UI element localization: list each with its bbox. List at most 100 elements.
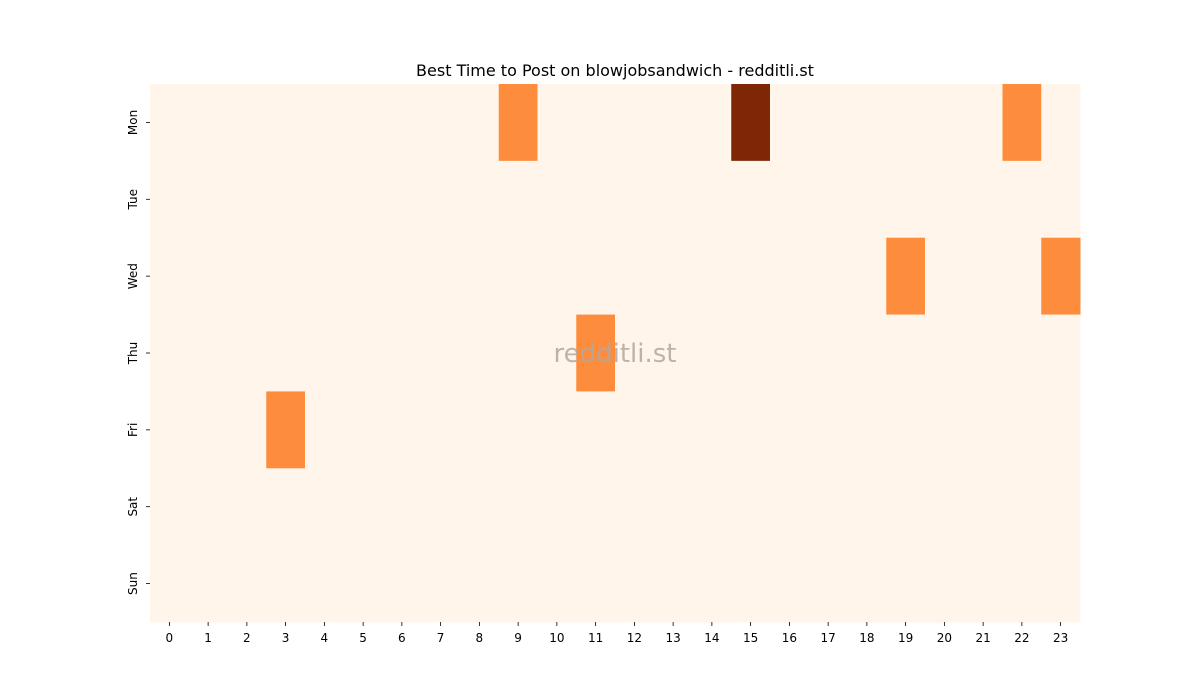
heatmap-cell-mon-11 <box>576 84 616 162</box>
x-tick-label: 9 <box>514 631 522 645</box>
heatmap-cell-thu-11 <box>576 314 616 392</box>
heatmap-cell-thu-20 <box>925 314 965 392</box>
heatmap-cell-thu-4 <box>305 314 345 392</box>
heatmap-cell-sat-16 <box>770 468 810 546</box>
y-tick-label: Mon <box>126 110 140 135</box>
heatmap-cell-sun-2 <box>227 545 267 623</box>
heatmap-cell-mon-23 <box>1041 84 1081 162</box>
heatmap-cell-mon-8 <box>460 84 500 162</box>
heatmap-cell-wed-2 <box>227 237 267 316</box>
heatmap-cell-tue-23 <box>1041 160 1081 239</box>
x-tick-label: 22 <box>1014 631 1029 645</box>
y-tick-label: Thu <box>126 342 140 366</box>
heatmap-cell-tue-19 <box>886 160 926 239</box>
heatmap-cell-sat-4 <box>305 468 345 546</box>
heatmap-cell-fri-4 <box>305 391 345 469</box>
heatmap-cell-fri-12 <box>615 391 655 469</box>
heatmap-cell-fri-11 <box>576 391 616 469</box>
heatmap-cell-sun-1 <box>188 545 228 623</box>
heatmap-cell-tue-6 <box>382 160 422 239</box>
heatmap-cell-wed-23 <box>1041 237 1081 316</box>
heatmap-cell-mon-6 <box>382 84 422 162</box>
heatmap-cell-mon-4 <box>305 84 345 162</box>
y-axis: Mon Tue Wed Thu Fri Sat Sun <box>126 110 150 595</box>
heatmap-cell-sat-14 <box>692 468 732 546</box>
heatmap-cell-wed-11 <box>576 237 616 316</box>
heatmap-cell-sun-3 <box>266 545 306 623</box>
heatmap-cell-tue-22 <box>1002 160 1042 239</box>
heatmap-cell-sat-5 <box>343 468 383 546</box>
heatmap-cell-thu-17 <box>808 314 848 392</box>
heatmap-cell-tue-14 <box>692 160 732 239</box>
heatmap-cell-thu-7 <box>421 314 461 392</box>
x-tick-label: 6 <box>398 631 406 645</box>
heatmap-cell-sat-8 <box>460 468 500 546</box>
heatmap-cell-fri-19 <box>886 391 926 469</box>
heatmap-cell-fri-5 <box>343 391 383 469</box>
heatmap-cell-sun-18 <box>847 545 887 623</box>
heatmap-cell-sun-22 <box>1002 545 1042 623</box>
heatmap-cell-wed-9 <box>498 237 538 316</box>
heatmap-cell-mon-3 <box>266 84 306 162</box>
x-tick-label: 4 <box>321 631 329 645</box>
x-tick-label: 13 <box>665 631 680 645</box>
x-tick-label: 23 <box>1053 631 1068 645</box>
heatmap-cell-fri-3 <box>266 391 306 469</box>
x-tick-label: 5 <box>359 631 367 645</box>
heatmap-cell-thu-12 <box>615 314 655 392</box>
heatmap-cell-wed-6 <box>382 237 422 316</box>
heatmap-cell-tue-2 <box>227 160 267 239</box>
heatmap-cell-thu-9 <box>498 314 538 392</box>
heatmap-cell-mon-19 <box>886 84 926 162</box>
heatmap-cell-sun-8 <box>460 545 500 623</box>
heatmap-cell-thu-14 <box>692 314 732 392</box>
heatmap-cell-sun-4 <box>305 545 345 623</box>
x-tick-label: 8 <box>476 631 484 645</box>
heatmap-cell-sat-21 <box>963 468 1003 546</box>
heatmap-cell-mon-20 <box>925 84 965 162</box>
heatmap-cell-sat-15 <box>731 468 771 546</box>
heatmap-cell-wed-15 <box>731 237 771 316</box>
heatmap-cell-tue-13 <box>653 160 693 239</box>
heatmap-cell-thu-22 <box>1002 314 1042 392</box>
heatmap-cell-sun-0 <box>150 545 190 623</box>
heatmap-cell-mon-18 <box>847 84 887 162</box>
heatmap-cell-thu-16 <box>770 314 810 392</box>
heatmap-cell-sun-20 <box>925 545 965 623</box>
heatmap-cell-wed-13 <box>653 237 693 316</box>
heatmap-cell-fri-22 <box>1002 391 1042 469</box>
heatmap-cell-sat-18 <box>847 468 887 546</box>
heatmap-cell-tue-5 <box>343 160 383 239</box>
heatmap-cell-thu-2 <box>227 314 267 392</box>
heatmap-cell-wed-3 <box>266 237 306 316</box>
heatmap-cell-wed-7 <box>421 237 461 316</box>
heatmap-cell-sun-7 <box>421 545 461 623</box>
y-tick-label: Sat <box>126 497 140 517</box>
y-tick-label: Wed <box>126 263 140 289</box>
heatmap-cell-tue-20 <box>925 160 965 239</box>
heatmap-cell-wed-14 <box>692 237 732 316</box>
heatmap-cell-wed-4 <box>305 237 345 316</box>
heatmap-cell-wed-8 <box>460 237 500 316</box>
heatmap-cell-sat-22 <box>1002 468 1042 546</box>
heatmap-cell-wed-16 <box>770 237 810 316</box>
heatmap-cell-tue-10 <box>537 160 577 239</box>
x-tick-label: 1 <box>204 631 212 645</box>
heatmap-cell-tue-9 <box>498 160 538 239</box>
heatmap-cell-sun-10 <box>537 545 577 623</box>
heatmap-cell-tue-8 <box>460 160 500 239</box>
heatmap-cell-sun-15 <box>731 545 771 623</box>
heatmap-cell-thu-15 <box>731 314 771 392</box>
heatmap-cell-sat-20 <box>925 468 965 546</box>
watermark: redditli.st <box>554 339 677 369</box>
y-tick-label: Sun <box>126 572 140 595</box>
heatmap-cell-wed-22 <box>1002 237 1042 316</box>
heatmap-cell-thu-8 <box>460 314 500 392</box>
heatmap-cell-thu-23 <box>1041 314 1081 392</box>
heatmap-cell-sat-12 <box>615 468 655 546</box>
heatmap-cell-sun-12 <box>615 545 655 623</box>
heatmap-cell-tue-3 <box>266 160 306 239</box>
heatmap-cell-sun-19 <box>886 545 926 623</box>
heatmap-cell-fri-18 <box>847 391 887 469</box>
heatmap-cell-fri-7 <box>421 391 461 469</box>
